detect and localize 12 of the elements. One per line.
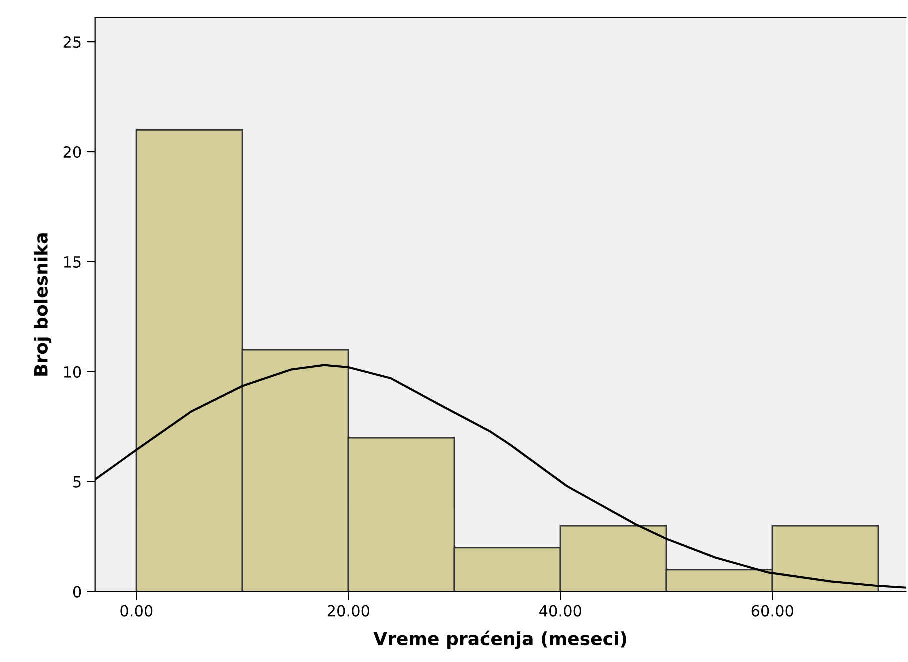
y-tick-label: 20 [64,146,82,158]
x-tick-label: 60.00 [752,605,794,617]
x-tick-label: 0.00 [120,605,153,617]
x-tick-label: 20.00 [328,605,370,617]
y-tick-label: 0 [73,586,82,598]
y-axis-title: Broj bolesnika [34,234,52,376]
x-axis-title: Vreme praćenja (meseci) [374,630,626,650]
x-tick-label: 40.00 [540,605,582,617]
y-tick-label: 15 [64,256,81,268]
y-tick-label: 10 [64,366,82,378]
y-tick-label: 25 [64,36,81,48]
y-tick-label: 5 [74,476,81,488]
